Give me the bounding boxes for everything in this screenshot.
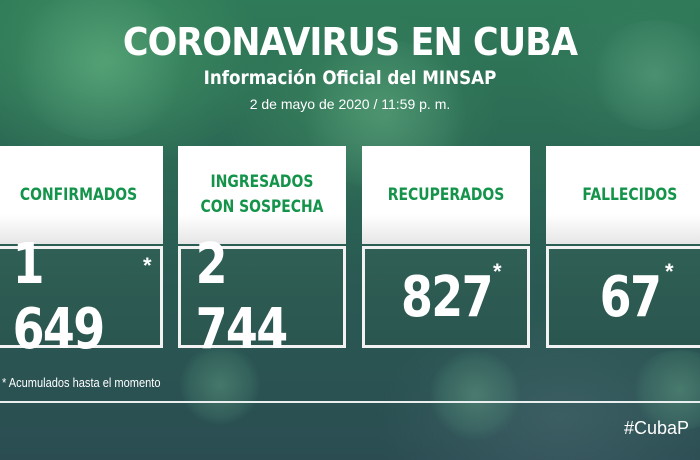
card-label: CONFIRMADOS <box>20 184 138 205</box>
card-value-panel: 67 * <box>546 246 700 348</box>
page-subtitle: Información Oficial del MINSAP <box>203 67 497 89</box>
card-header: INGRESADOS CON SOSPECHA <box>178 146 346 244</box>
card-header: RECUPERADOS <box>362 146 530 244</box>
asterisk-icon: * <box>493 259 502 284</box>
footnote: * Acumulados hasta el momento <box>2 375 161 390</box>
card-value: 67 <box>599 264 662 330</box>
card-ingresados: INGRESADOS CON SOSPECHA 2 744 <box>178 146 346 362</box>
card-header: FALLECIDOS <box>546 146 700 244</box>
hashtag: #CubaP <box>624 418 690 438</box>
asterisk-icon: * <box>665 259 674 284</box>
report-date: 2 de mayo de 2020 / 11:59 p. m. <box>249 96 451 112</box>
virus-decoration <box>430 350 520 440</box>
card-fallecidos: FALLECIDOS 67 * <box>546 146 700 348</box>
card-value-panel: 827 * <box>362 246 530 348</box>
card-label: RECUPERADOS <box>387 184 505 205</box>
card-value: 827 <box>400 264 494 330</box>
divider <box>0 401 700 403</box>
card-value: 1 649 <box>12 232 106 362</box>
card-label: INGRESADOS CON SOSPECHA <box>200 172 324 217</box>
asterisk-icon: * <box>143 253 152 278</box>
card-recuperados: RECUPERADOS 827 * <box>362 146 530 348</box>
page-title: CORONAVIRUS EN CUBA <box>122 20 578 64</box>
card-header: CONFIRMADOS <box>0 146 163 244</box>
virus-decoration <box>10 0 190 140</box>
card-label: FALLECIDOS <box>582 184 678 205</box>
virus-decoration <box>590 20 700 130</box>
card-value-panel: 1 649 * <box>0 232 163 362</box>
virus-decoration <box>180 345 260 425</box>
header: CORONAVIRUS EN CUBA Información Oficial … <box>0 20 700 114</box>
card-value: 2 744 <box>195 232 289 362</box>
card-confirmados: CONFIRMADOS 1 649 * <box>0 146 163 362</box>
card-value-panel: 2 744 <box>178 232 346 362</box>
